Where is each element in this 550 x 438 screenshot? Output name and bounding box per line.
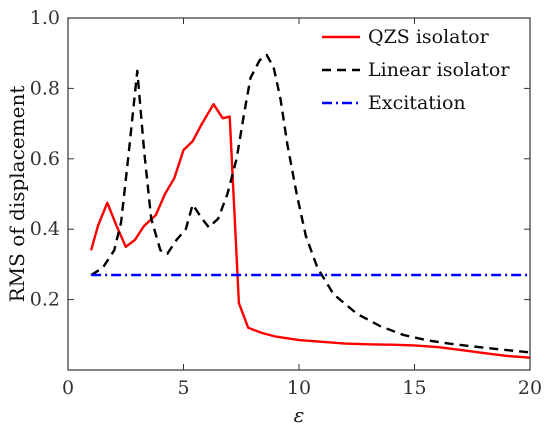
x-tick-label: 10	[287, 377, 311, 399]
legend-label-1: Linear isolator	[368, 59, 510, 81]
y-tick-label: 1.0	[30, 7, 60, 29]
y-tick-label: 0.4	[30, 218, 60, 240]
y-axis-title: RMS of displacement	[5, 86, 29, 303]
tick-layer: 0 5 10 15 20 0.2 0.4 0.6 0.8 1.0	[30, 7, 542, 399]
x-tick-label: 20	[518, 377, 542, 399]
series-line-0	[89, 103, 531, 359]
plot-area	[68, 18, 530, 370]
y-tick-label: 0.8	[30, 77, 60, 99]
series-line-1	[90, 53, 531, 354]
legend-label-0: QZS isolator	[368, 26, 490, 48]
x-axis-title: ε	[294, 403, 305, 427]
x-tick-label: 0	[62, 377, 74, 399]
y-tick-label: 0.2	[30, 289, 60, 311]
x-tick-label: 5	[177, 377, 189, 399]
y-tick-label: 0.6	[30, 148, 60, 170]
series-layer	[89, 53, 531, 359]
legend-label-2: Excitation	[368, 92, 466, 114]
x-tick-label: 15	[402, 377, 426, 399]
legend: QZS isolator Linear isolator Excitation	[322, 26, 510, 114]
